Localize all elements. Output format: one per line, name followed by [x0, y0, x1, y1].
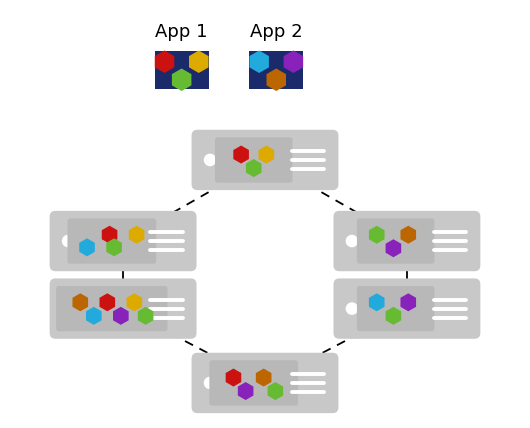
FancyBboxPatch shape [50, 279, 197, 339]
Circle shape [62, 235, 74, 247]
Polygon shape [401, 226, 416, 244]
FancyBboxPatch shape [333, 279, 480, 339]
Polygon shape [73, 293, 88, 311]
FancyBboxPatch shape [209, 360, 298, 406]
Polygon shape [100, 293, 115, 311]
FancyBboxPatch shape [50, 211, 197, 271]
Polygon shape [250, 51, 269, 73]
Polygon shape [369, 226, 385, 244]
Polygon shape [259, 146, 274, 163]
Polygon shape [172, 68, 191, 91]
Polygon shape [129, 226, 144, 244]
Polygon shape [238, 382, 253, 400]
Polygon shape [86, 307, 102, 325]
FancyBboxPatch shape [357, 286, 435, 331]
Circle shape [346, 302, 358, 315]
FancyBboxPatch shape [56, 286, 167, 331]
FancyBboxPatch shape [333, 211, 480, 271]
Polygon shape [267, 68, 286, 91]
FancyBboxPatch shape [155, 51, 209, 89]
FancyBboxPatch shape [215, 137, 293, 183]
Polygon shape [386, 239, 401, 257]
Text: App 1: App 1 [155, 23, 208, 41]
Polygon shape [138, 307, 153, 325]
Text: App 2: App 2 [250, 23, 303, 41]
Polygon shape [268, 382, 283, 400]
FancyBboxPatch shape [357, 218, 435, 264]
Polygon shape [233, 146, 249, 163]
Polygon shape [401, 293, 416, 311]
Polygon shape [369, 293, 385, 311]
Circle shape [204, 154, 216, 166]
Circle shape [62, 302, 74, 315]
Circle shape [204, 377, 216, 389]
Polygon shape [246, 159, 261, 177]
Polygon shape [127, 293, 142, 311]
Circle shape [346, 235, 358, 247]
FancyBboxPatch shape [249, 51, 303, 89]
FancyBboxPatch shape [191, 353, 339, 413]
Polygon shape [256, 369, 271, 386]
FancyBboxPatch shape [191, 130, 339, 190]
Polygon shape [102, 226, 117, 244]
FancyBboxPatch shape [67, 218, 156, 264]
Polygon shape [386, 307, 401, 325]
Polygon shape [155, 51, 174, 73]
Polygon shape [284, 51, 303, 73]
Polygon shape [113, 307, 129, 325]
Polygon shape [226, 369, 241, 386]
Polygon shape [107, 238, 122, 256]
Polygon shape [80, 238, 95, 256]
Polygon shape [189, 51, 208, 73]
